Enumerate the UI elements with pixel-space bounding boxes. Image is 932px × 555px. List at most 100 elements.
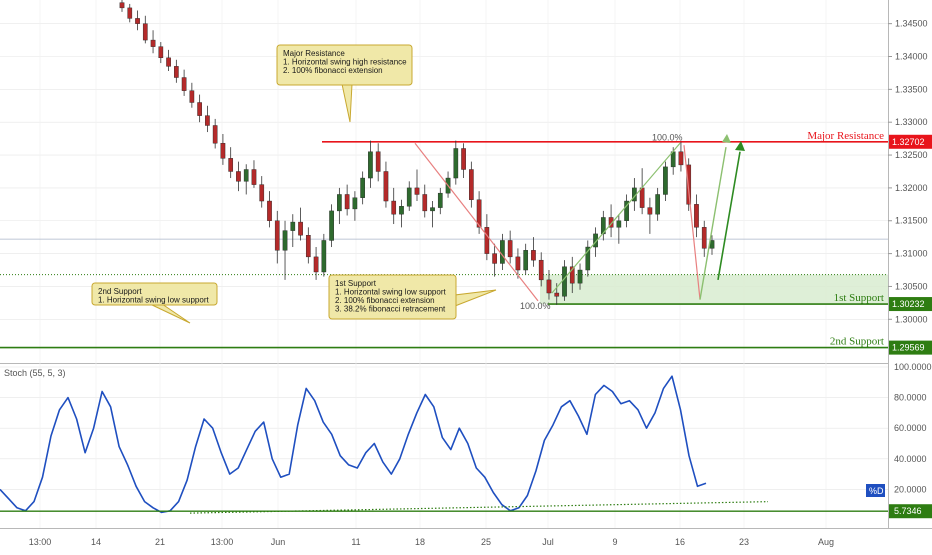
time-tick-label: 9 [612, 537, 617, 547]
candle-body [585, 246, 591, 271]
candle-body [181, 77, 187, 91]
stoch-line [0, 375, 707, 514]
major-resistance-badge-value: 1.32702 [892, 137, 925, 147]
candle-body [686, 164, 692, 205]
projection-arrowhead-light [722, 134, 731, 143]
callout-line: 1. Horizontal swing low support [335, 288, 446, 297]
callout-line: 3. 38.2% fibonacci retracement [335, 305, 446, 314]
candle-body [600, 217, 606, 235]
candle-body [469, 169, 474, 200]
candle-body [647, 207, 653, 215]
stoch-tick-label: 40.0000 [894, 454, 927, 464]
candle-body [313, 256, 319, 273]
fib-label-low: 100.0% [520, 301, 551, 311]
candle-body [259, 184, 265, 202]
candle-body [476, 199, 482, 228]
candle-body [352, 197, 358, 210]
candle-body [515, 256, 521, 271]
candle-body [406, 187, 412, 207]
candle-body [538, 259, 544, 281]
candle-body [655, 194, 660, 215]
time-tick-label: Jul [542, 537, 554, 547]
candle-body [127, 7, 133, 19]
candle-body [282, 230, 288, 251]
fib-leg-up-1 [551, 142, 681, 294]
major-resistance-label: Major Resistance [807, 130, 884, 142]
stoch-value-badge [889, 504, 932, 519]
projection-arrow-light [699, 147, 727, 300]
candle-body [500, 240, 505, 264]
candle-body [546, 279, 552, 294]
candle-body [344, 194, 350, 210]
time-tick-label: 13:00 [211, 537, 234, 547]
candle-body [189, 90, 195, 103]
stoch-tick-label: 60.0000 [894, 423, 927, 433]
callout-line: 1st Support [335, 279, 377, 288]
price-tick-label: 1.31000 [895, 249, 928, 259]
candle-body [251, 169, 257, 185]
price-tick-label: 1.32500 [895, 150, 928, 160]
time-tick-label: 11 [351, 537, 360, 547]
candle-body [562, 266, 567, 297]
candle-body [569, 266, 575, 284]
price-tick-label: 1.30000 [895, 314, 928, 324]
candle-body [399, 206, 404, 215]
time-tick-label: 21 [155, 537, 165, 547]
candle-body [212, 125, 218, 144]
candle-body [391, 200, 397, 215]
price-tick-label: 1.33500 [895, 84, 928, 94]
callout-box [276, 44, 413, 86]
callout-box [328, 274, 457, 320]
first-support-badge-value: 1.30232 [892, 299, 925, 309]
candle-body [158, 46, 164, 59]
support-zone [540, 274, 888, 305]
candle-body [422, 194, 428, 212]
candle-body [492, 253, 497, 264]
candle-body [267, 200, 272, 221]
candle-body [531, 250, 536, 261]
first-support-badge [889, 297, 932, 312]
callout-line: 2nd Support [98, 287, 142, 296]
time-tick-label: Jun [271, 537, 286, 547]
candle-body [243, 169, 249, 182]
candle-body [383, 171, 389, 202]
price-tick-label: 1.31500 [895, 216, 928, 226]
candle-body [453, 148, 459, 179]
candle-body [298, 221, 303, 236]
stoch-tick-label: 80.0000 [894, 393, 927, 403]
price-tick-label: 1.33000 [895, 117, 928, 127]
candle-body [577, 269, 583, 284]
candle-body [437, 192, 443, 208]
candle-body [360, 177, 365, 198]
callout-line: 1. Horizontal swing high resistance [283, 58, 407, 67]
projection-arrowhead-dark [735, 141, 745, 151]
candle-body [329, 210, 334, 241]
candle-body [321, 240, 327, 273]
candle-body [197, 102, 202, 116]
fib-leg-down-2 [683, 145, 701, 300]
callout-line: Major Resistance [283, 49, 345, 58]
candle-body [616, 220, 622, 228]
candle-body [694, 204, 699, 228]
second-support-badge-value: 1.29569 [892, 343, 925, 353]
price-tick-label: 1.32000 [895, 183, 928, 193]
callout-line: 2. 100% fibonacci extension [335, 296, 435, 305]
second-support-badge [889, 340, 932, 355]
candle-body [368, 151, 373, 179]
callout-box [91, 282, 218, 306]
time-tick-label: Aug [818, 537, 834, 547]
candle-body [337, 194, 342, 212]
time-tick-label: 14 [91, 537, 101, 547]
second-support-label: 2nd Support [830, 336, 884, 348]
first-support-label: 1st Support [834, 292, 884, 304]
callout-line: 1. Horizontal swing low support [98, 296, 209, 305]
stoch-tick-label: 20.0000 [894, 484, 927, 494]
candle-body [174, 66, 179, 78]
stoch-series-label: %D [869, 486, 884, 496]
time-tick-label: 16 [675, 537, 685, 547]
stoch-series-badge [866, 484, 885, 497]
time-tick-label: 23 [739, 537, 749, 547]
candle-body [484, 227, 490, 254]
